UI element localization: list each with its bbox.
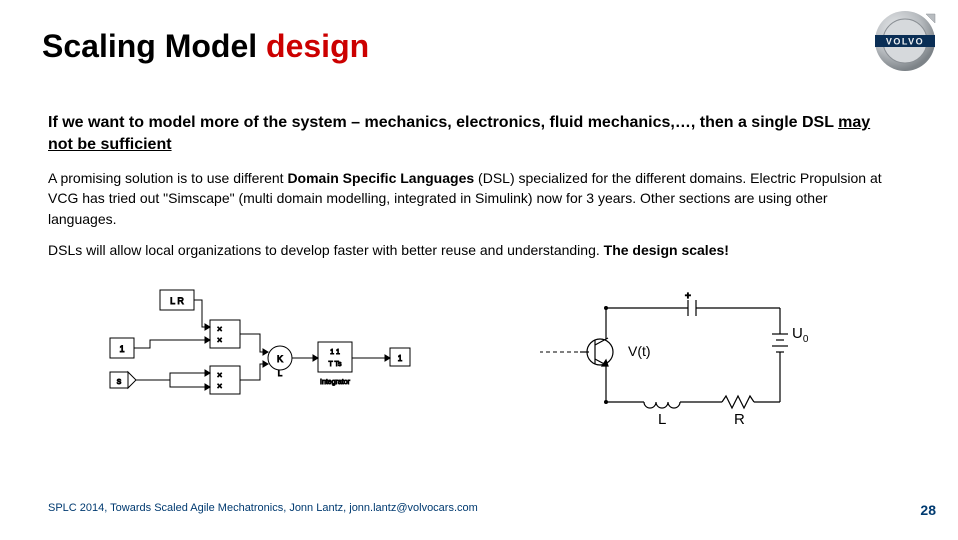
svg-text:+: +	[685, 291, 691, 302]
paragraph-2: DSLs will allow local organizations to d…	[48, 240, 898, 260]
block-diagram: L R 1 s × × × × K L	[100, 280, 440, 420]
circuit-diagram: Controller (PWM) +	[540, 290, 860, 440]
bd-one: 1	[119, 344, 124, 354]
circuit-u0s: 0	[803, 334, 809, 345]
bd-ts: 1 1	[330, 349, 340, 356]
bd-s: s	[117, 376, 122, 386]
bd-lr: L R	[170, 296, 184, 306]
svg-text:1: 1	[398, 354, 403, 363]
circuit-r: R	[734, 411, 745, 428]
p2a: DSLs will allow local organizations to d…	[48, 242, 604, 258]
p1b: Domain Specific Languages	[287, 170, 474, 186]
circuit-u0b: U	[792, 325, 803, 342]
p2b: The design scales!	[604, 242, 729, 258]
bd-l: L	[278, 369, 283, 378]
bd-t: T Ts	[329, 361, 342, 368]
svg-text:×: ×	[217, 335, 222, 345]
title-red: design	[266, 28, 369, 64]
subtitle: If we want to model more of the system –…	[48, 112, 898, 155]
svg-text:U0: U0	[792, 325, 809, 345]
volvo-logo-icon: VOLVO	[872, 8, 938, 79]
bd-int: Integrator	[320, 379, 351, 386]
page-number: 28	[920, 502, 936, 518]
bd-x2: ×	[217, 370, 222, 380]
slide: Scaling Model design VOLVO If we want to…	[0, 0, 958, 540]
paragraph-1: A promising solution is to use different…	[48, 168, 898, 229]
circuit-vt: V(t)	[628, 343, 651, 359]
logo-text: VOLVO	[886, 37, 924, 47]
slide-title: Scaling Model design	[42, 28, 369, 65]
title-black: Scaling Model	[42, 28, 266, 64]
footer-text: SPLC 2014, Towards Scaled Agile Mechatro…	[48, 502, 478, 514]
p1a: A promising solution is to use different	[48, 170, 287, 186]
subtitle-head: If we want to model more of the system –…	[48, 114, 838, 131]
svg-text:×: ×	[217, 381, 222, 391]
bd-x1: ×	[217, 324, 222, 334]
circuit-l: L	[658, 411, 666, 428]
bd-k: K	[277, 354, 283, 364]
